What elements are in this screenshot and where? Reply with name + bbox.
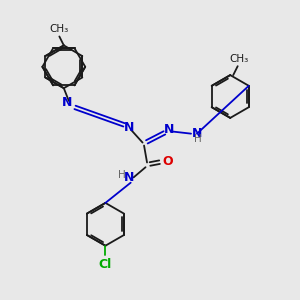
- Text: H: H: [194, 134, 202, 144]
- Text: CH₃: CH₃: [50, 24, 69, 34]
- Text: N: N: [192, 127, 202, 140]
- Text: N: N: [164, 123, 175, 136]
- Text: N: N: [62, 96, 72, 109]
- Text: O: O: [162, 155, 173, 168]
- Text: N: N: [124, 171, 134, 184]
- Text: H: H: [118, 170, 126, 180]
- Text: CH₃: CH₃: [230, 54, 249, 64]
- Text: Cl: Cl: [99, 258, 112, 271]
- Text: N: N: [124, 121, 134, 134]
